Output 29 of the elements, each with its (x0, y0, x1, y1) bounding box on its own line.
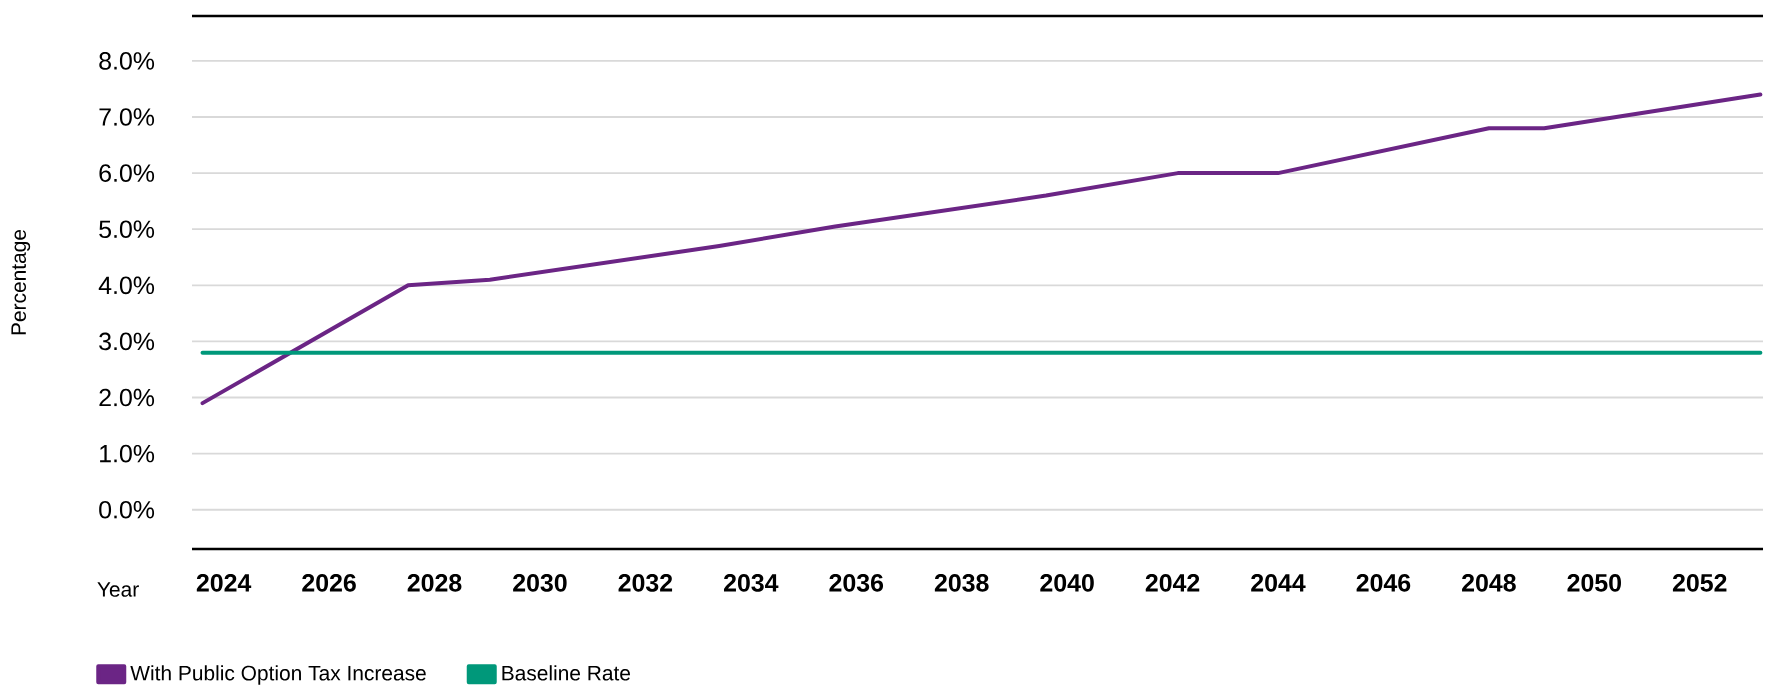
y-tick-label: 5.0% (99, 220, 155, 238)
x-axis-title: Year (97, 582, 139, 597)
x-tick-label: 2048 (1462, 573, 1516, 592)
x-tick-label: 2028 (407, 573, 462, 592)
y-tick-label: 8.0% (99, 51, 155, 70)
y-axis-title: Percentage (11, 229, 31, 335)
x-tick-label: 2036 (829, 573, 884, 592)
y-tick-label: 6.0% (99, 164, 155, 182)
legend-label: With Public Option Tax Increase (130, 665, 426, 685)
y-tick-label: 2.0% (99, 388, 155, 407)
y-tick-label: 4.0% (98, 276, 155, 294)
x-tick-label: 2030 (513, 573, 567, 592)
x-tick-label: 2026 (302, 573, 356, 592)
x-tick-label: 2042 (1145, 573, 1200, 592)
x-tick-label: 2032 (618, 573, 673, 592)
x-tick-label: 2044 (1251, 573, 1306, 592)
y-tick-label: 1.0% (100, 444, 155, 463)
x-tick-label: 2052 (1672, 573, 1727, 592)
legend-label: Baseline Rate (502, 665, 630, 681)
y-tick-label: 3.0% (99, 332, 155, 351)
x-tick-label: 2038 (934, 573, 989, 592)
x-tick-label: 2050 (1567, 573, 1621, 592)
x-tick-label: 2040 (1040, 573, 1094, 592)
x-tick-label: 2034 (723, 573, 779, 592)
y-tick-label: 7.0% (99, 108, 155, 126)
x-tick-label: 2046 (1356, 573, 1411, 592)
line-series (200, 92, 1763, 405)
x-tick-label: 2024 (196, 573, 252, 592)
y-tick-label: 0.0% (99, 500, 155, 519)
